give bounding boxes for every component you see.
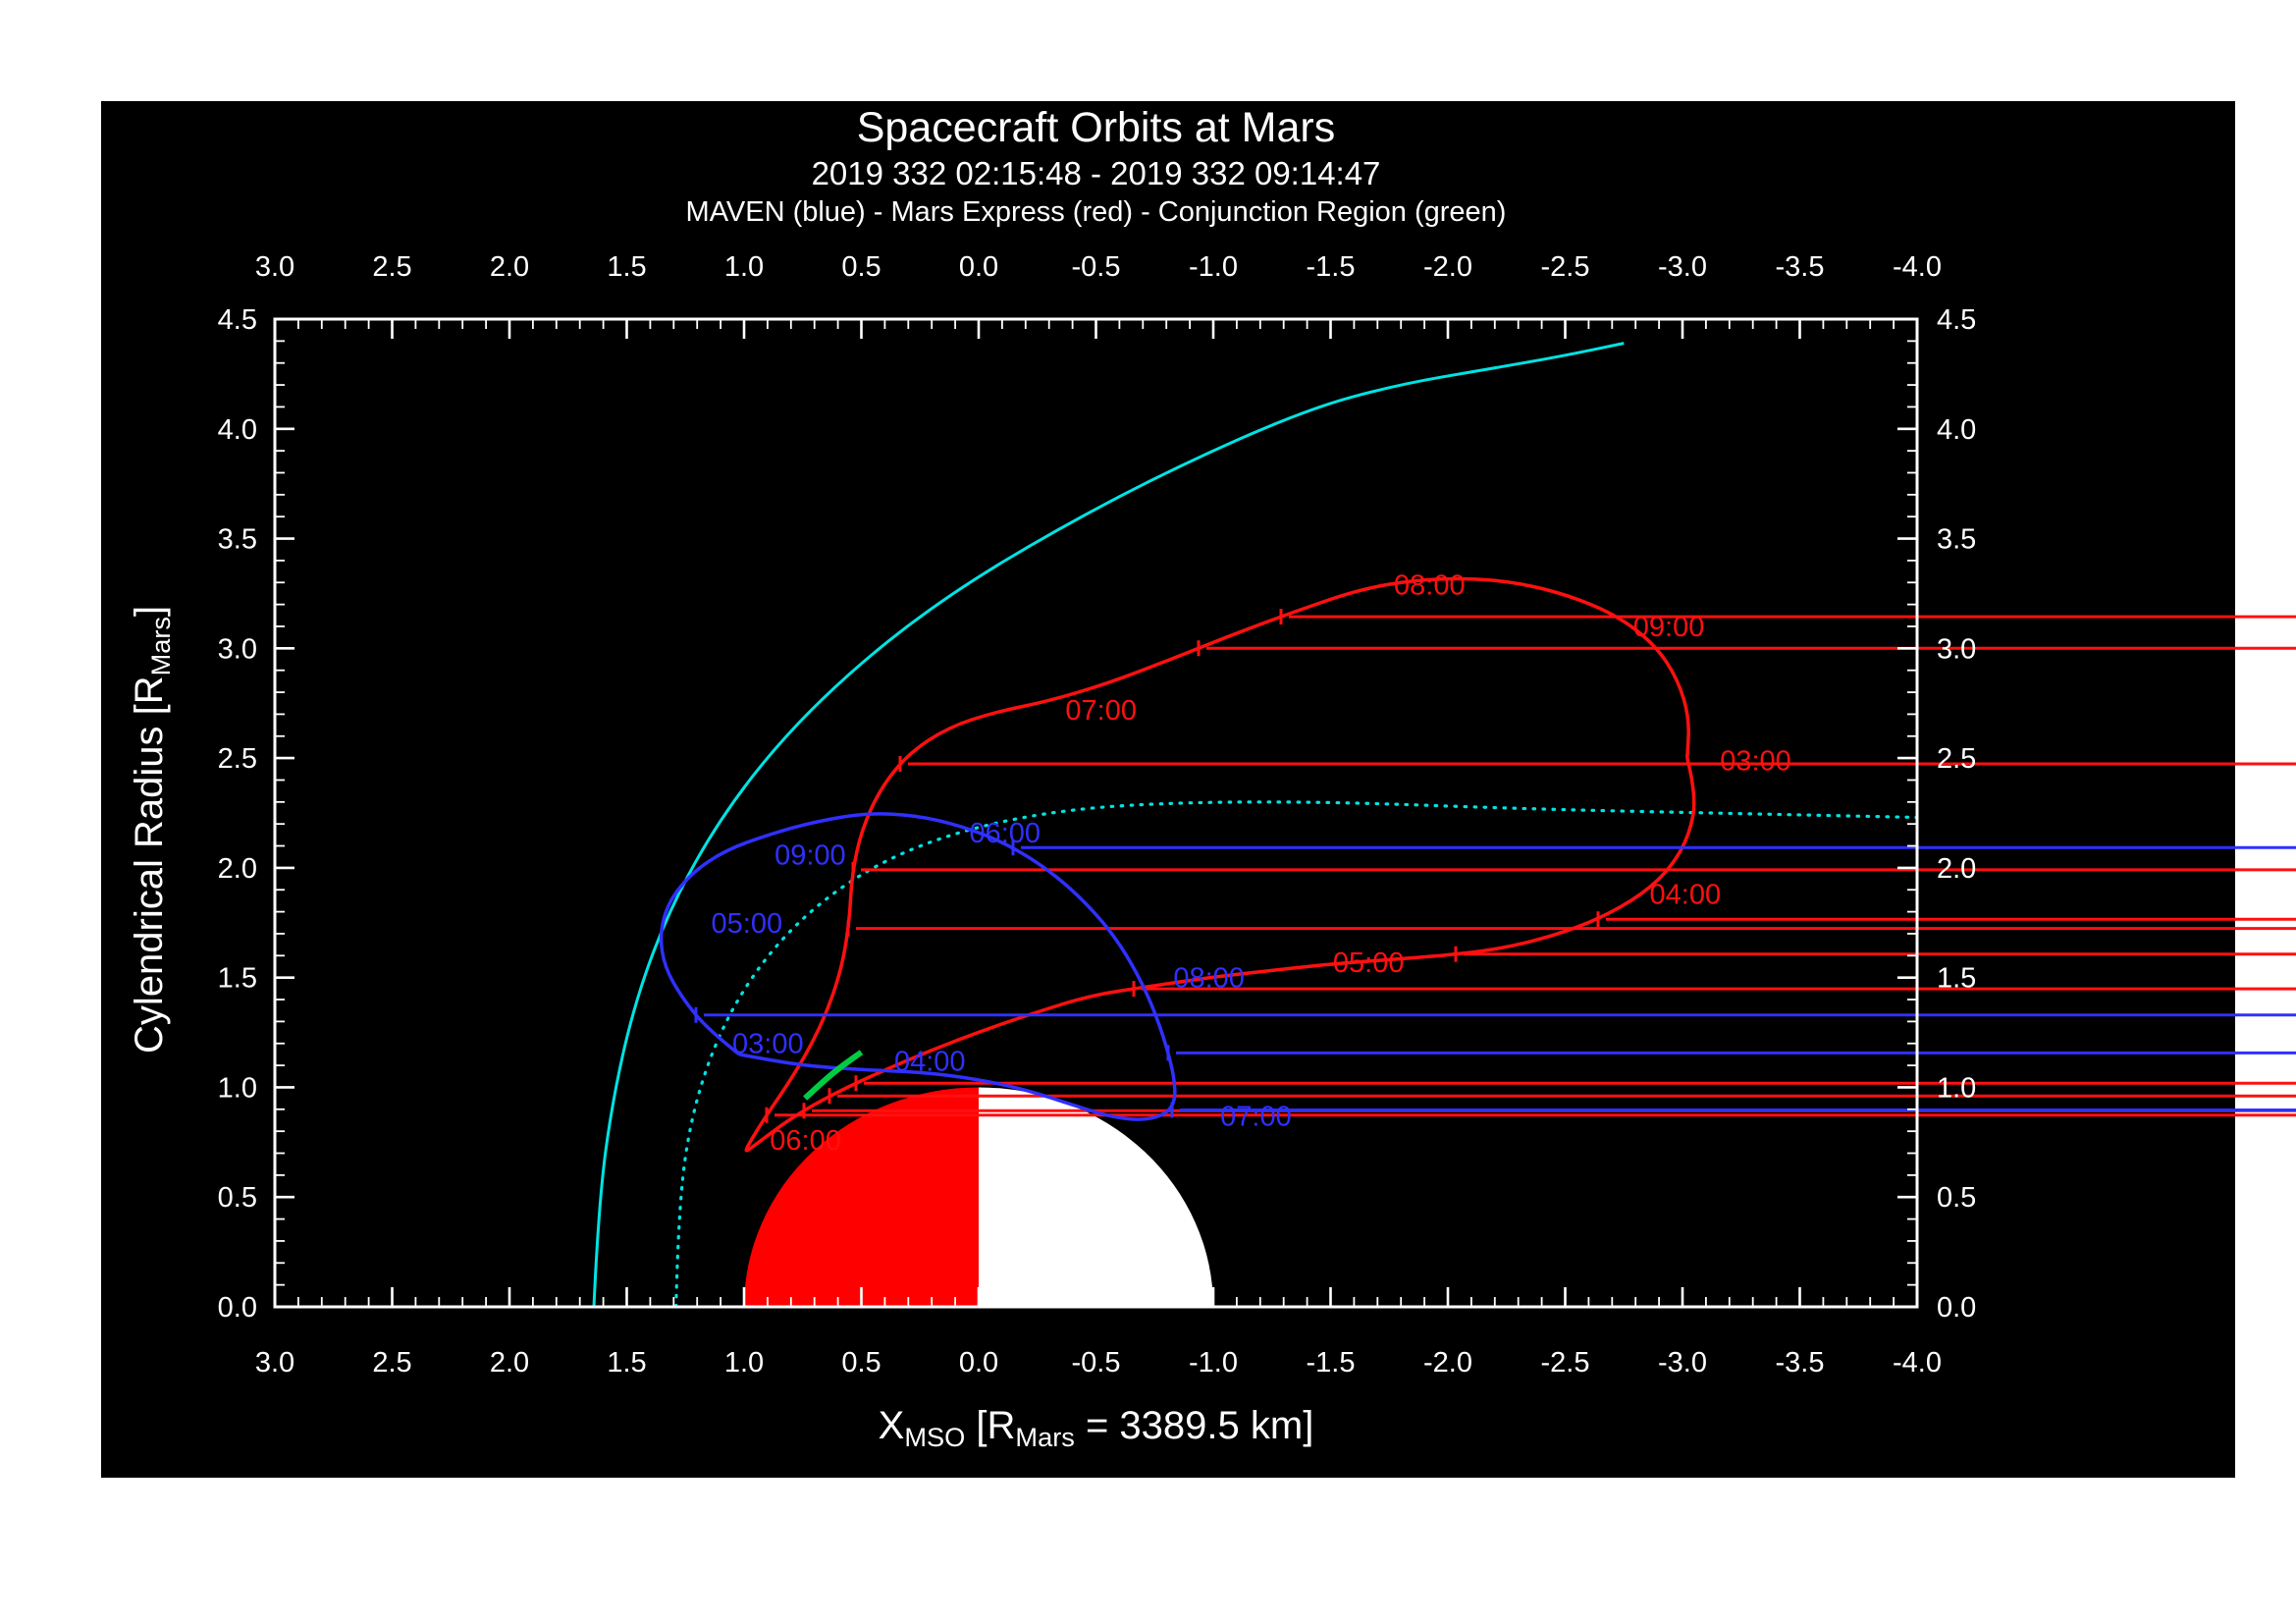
chart-subtitle: 2019 332 02:15:48 - 2019 332 09:14:47 bbox=[811, 155, 1381, 191]
x-axis-title-main: X bbox=[878, 1404, 905, 1447]
x-tick-label-top: -4.0 bbox=[1893, 251, 1942, 283]
mex-orbit-path bbox=[744, 576, 1696, 1153]
x-tick-label-bottom: -0.5 bbox=[1072, 1347, 1121, 1379]
time-label-mex: 03:00 bbox=[1720, 745, 1791, 777]
y-axis-title: Cylendrical Radius [RMars] bbox=[128, 606, 177, 1054]
mex-orbit-tick-marker bbox=[828, 1088, 2296, 1105]
x-tick-label-top: 1.5 bbox=[607, 251, 646, 283]
x-tick-label-bottom: 1.5 bbox=[607, 1347, 646, 1379]
time-label-maven: 07:00 bbox=[1220, 1102, 1292, 1133]
x-tick-label-bottom: 0.5 bbox=[841, 1347, 881, 1379]
time-label-mex: 09:00 bbox=[1633, 612, 1705, 643]
x-axis-title-end: = 3389.5 km] bbox=[1074, 1404, 1314, 1447]
x-tick-label-top: -1.0 bbox=[1189, 251, 1238, 283]
bow-shock-path bbox=[592, 342, 1625, 1308]
x-tick-label-bottom: -2.0 bbox=[1423, 1347, 1472, 1379]
x-tick-label-top: -0.5 bbox=[1072, 251, 1121, 283]
x-tick-label-top: 0.5 bbox=[841, 251, 881, 283]
x-tick-label-bottom: 1.0 bbox=[724, 1347, 764, 1379]
maven-orbit-tick-marker bbox=[694, 1006, 2296, 1023]
x-tick-label-bottom: -4.0 bbox=[1893, 1347, 1942, 1379]
y-tick-label-right: 2.5 bbox=[1937, 743, 1976, 775]
time-label-mex: 05:00 bbox=[1333, 947, 1405, 979]
x-axis-title: XMSO [RMars = 3389.5 km] bbox=[275, 1404, 1917, 1453]
y-tick-label-right: 4.5 bbox=[1937, 304, 1976, 336]
x-tick-label-top: 2.5 bbox=[372, 251, 411, 283]
x-tick-label-top: -3.0 bbox=[1658, 251, 1707, 283]
mex-orbit-tick-marker bbox=[846, 920, 2296, 937]
x-tick-label-bottom: 2.0 bbox=[490, 1347, 529, 1379]
y-axis-title-sub: Mars bbox=[145, 616, 177, 676]
x-tick-label-bottom: -3.0 bbox=[1658, 1347, 1707, 1379]
mex-orbit-tick-marker bbox=[1598, 911, 2296, 927]
chart-legend: MAVEN (blue) - Mars Express (red) - Conj… bbox=[685, 196, 1507, 228]
time-label-mex: 04:00 bbox=[1650, 880, 1722, 911]
maven-orbit-path bbox=[659, 812, 1177, 1121]
x-tick-label-bottom: 0.0 bbox=[959, 1347, 998, 1379]
y-tick-label-left: 4.5 bbox=[218, 304, 257, 336]
mex-orbit-tick-marker bbox=[1281, 609, 2296, 624]
x-tick-label-top: 1.0 bbox=[724, 251, 764, 283]
time-label-mex: 07:00 bbox=[1065, 695, 1137, 727]
y-tick-label-left: 2.0 bbox=[218, 853, 257, 885]
x-tick-label-top: 2.0 bbox=[490, 251, 529, 283]
x-axis-title-sub2: Mars bbox=[1015, 1422, 1075, 1453]
x-tick-label-bottom: 2.5 bbox=[372, 1347, 411, 1379]
x-tick-label-bottom: -2.5 bbox=[1541, 1347, 1590, 1379]
x-tick-label-top: -2.0 bbox=[1423, 251, 1472, 283]
x-tick-label-bottom: -3.5 bbox=[1776, 1347, 1825, 1379]
y-tick-label-left: 0.5 bbox=[218, 1182, 257, 1214]
x-tick-label-bottom: 3.0 bbox=[255, 1347, 294, 1379]
y-tick-label-left: 2.5 bbox=[218, 743, 257, 775]
time-label-maven: 05:00 bbox=[712, 908, 783, 940]
x-tick-label-top: -1.5 bbox=[1307, 251, 1356, 283]
x-axis-title-mid: [R bbox=[965, 1404, 1016, 1447]
maven-orbit-tick-marker bbox=[1013, 839, 2296, 855]
x-tick-label-bottom: -1.0 bbox=[1189, 1347, 1238, 1379]
time-label-maven: 06:00 bbox=[969, 818, 1041, 849]
mex-orbit-tick-marker bbox=[1199, 640, 2296, 656]
time-label-mex: 08:00 bbox=[1394, 570, 1466, 602]
y-tick-label-right: 3.5 bbox=[1937, 524, 1976, 556]
y-tick-label-right: 1.0 bbox=[1937, 1072, 1976, 1104]
time-label-maven: 04:00 bbox=[894, 1047, 966, 1078]
x-tick-label-top: 0.0 bbox=[959, 251, 998, 283]
y-tick-label-left: 0.0 bbox=[218, 1292, 257, 1324]
mex-orbit-tick-marker bbox=[1134, 981, 2296, 997]
mars-nightside bbox=[979, 1087, 1213, 1307]
mex-orbit-tick-marker bbox=[854, 1075, 2296, 1092]
x-tick-label-top: -3.5 bbox=[1776, 251, 1825, 283]
time-label-maven: 08:00 bbox=[1173, 963, 1245, 995]
y-tick-label-right: 3.0 bbox=[1937, 633, 1976, 665]
y-tick-label-right: 0.5 bbox=[1937, 1182, 1976, 1214]
chart-title: Spacecraft Orbits at Mars bbox=[856, 104, 1336, 151]
y-tick-label-left: 1.0 bbox=[218, 1072, 257, 1104]
mex-orbit-tick-marker bbox=[1456, 947, 2296, 962]
y-tick-label-left: 3.5 bbox=[218, 524, 257, 556]
x-tick-label-top: 3.0 bbox=[255, 251, 294, 283]
x-axis-title-sub1: MSO bbox=[904, 1422, 966, 1453]
time-label-mex: 06:00 bbox=[770, 1125, 841, 1157]
mex-orbit-tick-marker bbox=[898, 756, 2296, 772]
mex-orbit-tick-marker bbox=[851, 861, 2296, 878]
time-label-maven: 03:00 bbox=[732, 1029, 804, 1060]
y-tick-label-left: 1.5 bbox=[218, 963, 257, 995]
mex-orbit-tick-marker bbox=[765, 1107, 2296, 1123]
conjunction-region-path bbox=[803, 1050, 864, 1101]
x-tick-label-bottom: -1.5 bbox=[1307, 1347, 1356, 1379]
y-tick-label-right: 2.0 bbox=[1937, 853, 1976, 885]
y-tick-label-left: 3.0 bbox=[218, 633, 257, 665]
x-tick-label-top: -2.5 bbox=[1541, 251, 1590, 283]
y-tick-label-left: 4.0 bbox=[218, 414, 257, 446]
y-axis-title-main: Cylendrical Radius [R bbox=[128, 676, 171, 1054]
mars-dayside bbox=[744, 1087, 979, 1307]
y-axis-title-end: ] bbox=[128, 605, 171, 617]
y-tick-label-right: 1.5 bbox=[1937, 963, 1976, 995]
y-tick-label-right: 0.0 bbox=[1937, 1292, 1976, 1324]
maven-orbit-tick-marker bbox=[1168, 1045, 2296, 1060]
y-tick-label-right: 4.0 bbox=[1937, 414, 1976, 446]
time-label-maven: 09:00 bbox=[774, 839, 846, 871]
